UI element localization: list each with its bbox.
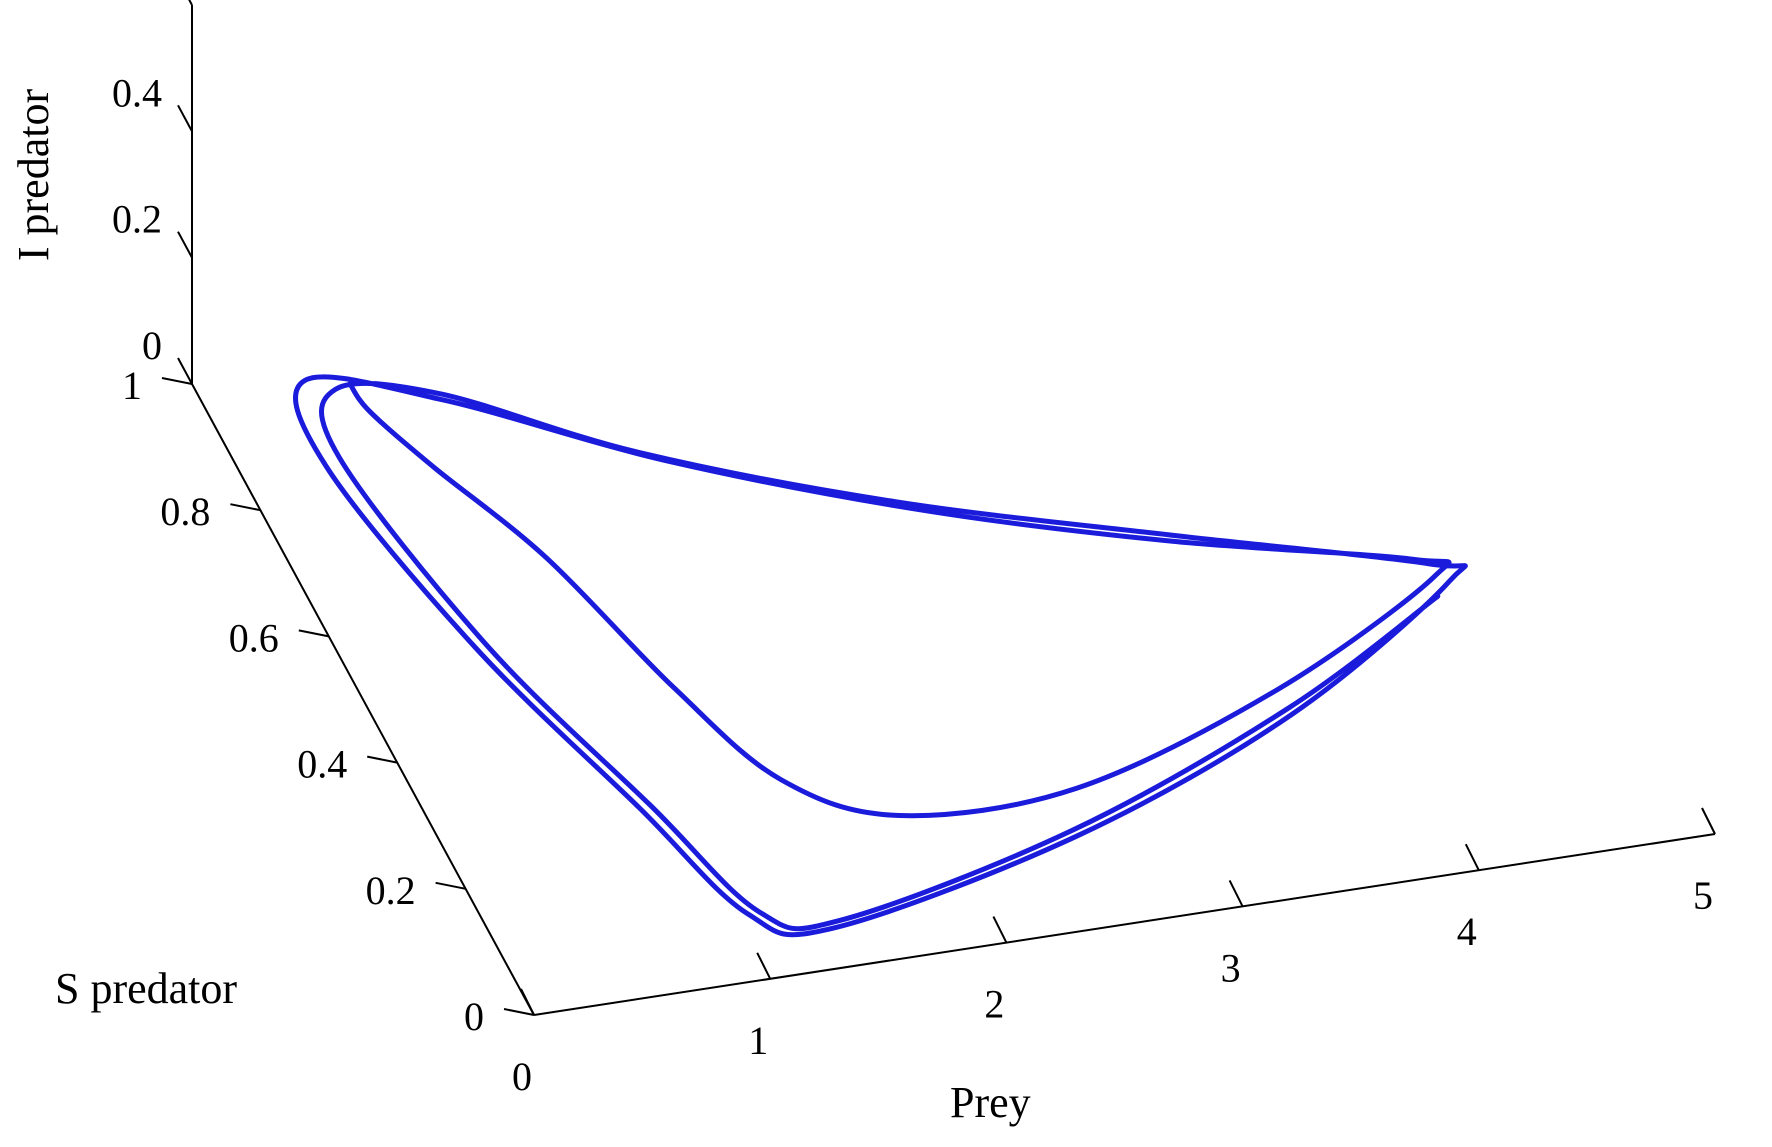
y-tick-label: 0.4 xyxy=(297,742,347,787)
x-tick-mark xyxy=(1228,879,1244,907)
x-tick-mark xyxy=(520,988,535,1016)
x-tick-mark xyxy=(992,916,1008,944)
z-axis-title: I predator xyxy=(9,89,58,262)
y-tick-label: 1 xyxy=(122,363,142,408)
x-axis-title: Prey xyxy=(950,1078,1031,1127)
x-tick-label: 0 xyxy=(512,1054,532,1099)
trajectory-line xyxy=(293,374,1468,938)
y-tick-mark xyxy=(161,377,193,385)
y-tick-mark xyxy=(230,503,261,512)
y-axis-line xyxy=(191,383,535,1016)
x-tick-label: 5 xyxy=(1693,873,1713,918)
x-tick-label: 3 xyxy=(1221,945,1241,990)
y-tick-mark xyxy=(503,1008,535,1016)
y-tick-label: 0.8 xyxy=(160,489,210,534)
x-tick-label: 1 xyxy=(748,1018,768,1063)
x-tick-label: 2 xyxy=(984,982,1004,1027)
z-tick-label: 0.4 xyxy=(112,70,162,115)
z-tick-label: 0 xyxy=(142,323,162,368)
x-tick-mark xyxy=(756,952,772,980)
y-tick-mark xyxy=(367,755,398,764)
y-tick-label: 0 xyxy=(464,994,484,1039)
x-tick-mark xyxy=(1464,843,1480,871)
x-tick-label: 4 xyxy=(1457,909,1477,954)
y-tick-mark xyxy=(435,881,466,890)
z-tick-mark xyxy=(177,357,193,385)
axes-group xyxy=(191,5,1716,1016)
z-tick-label: 0.2 xyxy=(112,197,162,242)
trajectory-group xyxy=(293,374,1468,938)
z-tick-mark xyxy=(177,231,193,259)
y-axis-title: S predator xyxy=(55,964,237,1013)
x-axis-line xyxy=(533,833,1716,1016)
y-tick-label: 0.2 xyxy=(366,868,416,913)
z-tick-mark xyxy=(177,104,193,132)
x-tick-mark xyxy=(1701,807,1716,835)
y-tick-mark xyxy=(298,629,329,638)
z-tick-mark xyxy=(188,0,193,6)
y-tick-label: 0.6 xyxy=(229,615,279,660)
